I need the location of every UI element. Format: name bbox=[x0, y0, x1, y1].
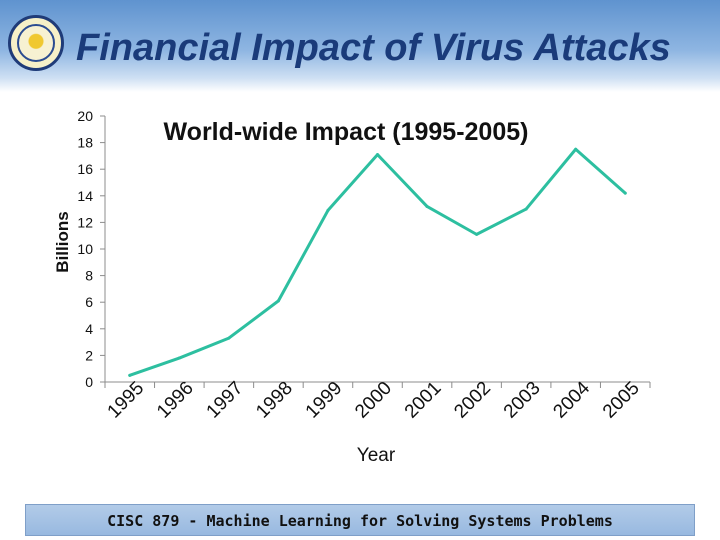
x-tick-label: 1998 bbox=[252, 378, 297, 423]
data-point bbox=[475, 232, 479, 236]
data-point bbox=[128, 373, 132, 377]
data-point bbox=[623, 191, 627, 195]
x-tick-label: 2002 bbox=[450, 378, 495, 423]
data-point bbox=[574, 147, 578, 151]
x-tick-label: 1997 bbox=[203, 378, 248, 423]
data-point bbox=[227, 336, 231, 340]
university-seal-logo bbox=[8, 15, 64, 71]
x-tick-label: 1999 bbox=[302, 378, 347, 423]
data-point bbox=[276, 299, 280, 303]
y-tick-label: 18 bbox=[77, 135, 93, 151]
x-tick-label: 1995 bbox=[104, 378, 149, 423]
y-tick-label: 6 bbox=[85, 294, 93, 310]
y-tick-label: 2 bbox=[85, 347, 93, 363]
x-tick-label: 2000 bbox=[351, 378, 396, 423]
x-tick-label: 2003 bbox=[500, 378, 545, 423]
data-point bbox=[524, 207, 528, 211]
line-chart: World-wide Impact (1995-2005) Billions Y… bbox=[53, 108, 651, 466]
y-tick-label: 8 bbox=[85, 268, 93, 284]
y-tick-label: 0 bbox=[85, 374, 93, 390]
footer-banner: CISC 879 - Machine Learning for Solving … bbox=[25, 504, 695, 536]
y-axis-label: Billions bbox=[53, 211, 72, 272]
series-line bbox=[128, 147, 627, 377]
x-axis-label: Year bbox=[357, 445, 396, 466]
x-tick-label: 2005 bbox=[599, 378, 644, 423]
y-tick-label: 4 bbox=[85, 321, 93, 337]
y-tick-label: 16 bbox=[77, 161, 93, 177]
slide-title: Financial Impact of Virus Attacks bbox=[76, 27, 671, 69]
y-tick-label: 14 bbox=[77, 188, 93, 204]
x-tick-label: 1996 bbox=[153, 378, 198, 423]
header-bar bbox=[0, 0, 720, 92]
data-point bbox=[376, 153, 379, 157]
y-tick-label: 12 bbox=[77, 214, 93, 230]
y-tick-label: 10 bbox=[77, 241, 93, 257]
data-point bbox=[177, 356, 181, 360]
data-point bbox=[326, 208, 330, 212]
y-tick-label: 20 bbox=[77, 108, 93, 124]
x-tick-label: 2001 bbox=[401, 378, 446, 423]
x-tick-label: 2004 bbox=[549, 377, 594, 422]
chart-title: World-wide Impact (1995-2005) bbox=[164, 118, 529, 146]
data-point bbox=[425, 204, 429, 208]
